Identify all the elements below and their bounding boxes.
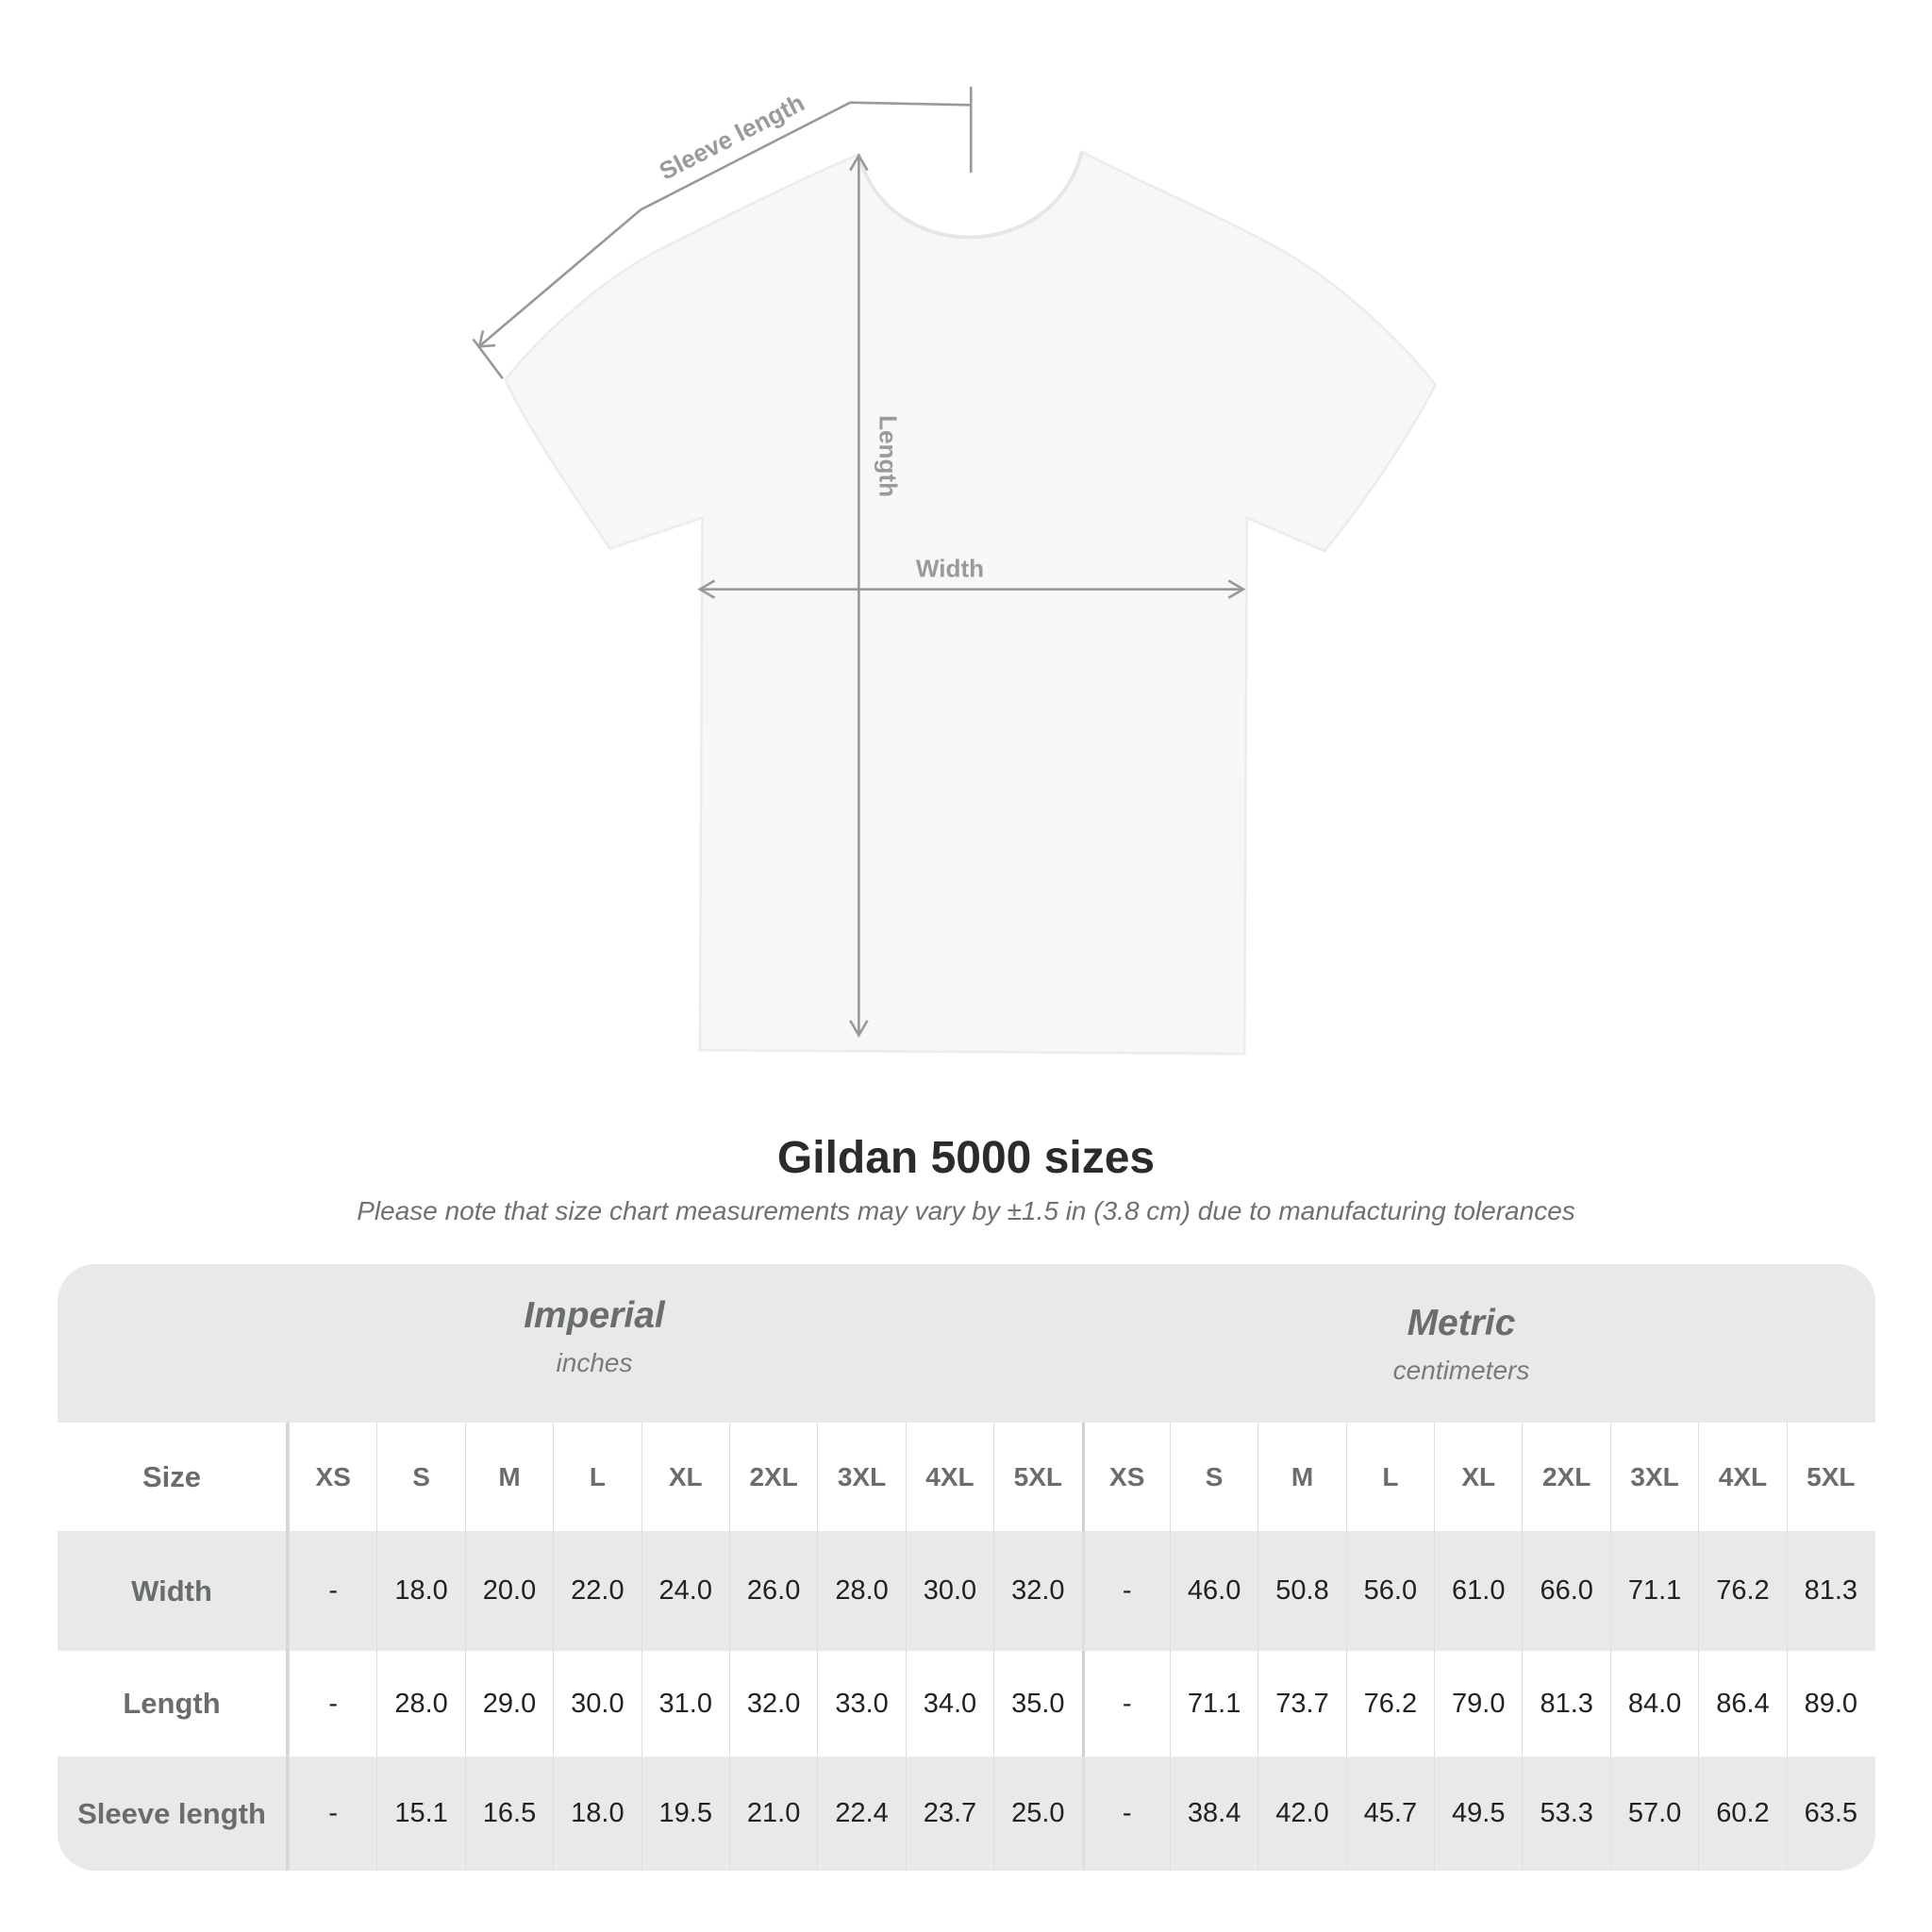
cell-metric: 66.0 [1522, 1531, 1609, 1651]
size-header-metric-xs: XS [1081, 1423, 1170, 1531]
cell-metric: 50.8 [1257, 1531, 1345, 1651]
cell-metric: - [1081, 1531, 1170, 1651]
cell-metric: 71.1 [1169, 1651, 1257, 1757]
width-label: Width [916, 555, 984, 583]
cell-metric: 71.1 [1609, 1531, 1698, 1651]
cell-metric: 79.0 [1434, 1651, 1522, 1757]
imperial-heading: Imperial inches [358, 1295, 830, 1378]
size-table: Imperial inches Metric centimeters Size X… [58, 1264, 1875, 1871]
size-header-metric-s: S [1169, 1423, 1257, 1531]
size-header-metric-m: M [1257, 1423, 1345, 1531]
size-header-imperial-3xl: 3XL [817, 1423, 905, 1531]
cell-imperial: 32.0 [993, 1531, 1081, 1651]
size-header-metric-l: L [1345, 1423, 1434, 1531]
row-label: Length [58, 1651, 289, 1757]
cell-imperial: 28.0 [376, 1651, 464, 1757]
page-title: Gildan 5000 sizes [776, 1133, 1156, 1183]
cell-metric: 81.3 [1786, 1531, 1874, 1651]
cell-metric: 76.2 [1345, 1651, 1434, 1757]
size-header-metric-5xl: 5XL [1786, 1423, 1874, 1531]
size-row: Size XS S M L XL 2XL 3XL 4XL 5XL XS S M L XL 2XL 3XL 4XL 5… [58, 1423, 1875, 1531]
sleeve-measure [472, 86, 973, 380]
cell-imperial: 19.5 [641, 1757, 729, 1871]
size-header-imperial-s: S [376, 1423, 464, 1531]
cell-imperial: 29.0 [464, 1651, 553, 1757]
cell-metric: 56.0 [1345, 1531, 1434, 1651]
cell-imperial: 20.0 [464, 1531, 553, 1651]
imperial-unit: inches [556, 1348, 633, 1377]
cell-imperial: 21.0 [728, 1757, 817, 1871]
tshirt-shape [503, 150, 1438, 1056]
cell-imperial: 35.0 [993, 1651, 1081, 1757]
cell-metric: 73.7 [1257, 1651, 1345, 1757]
cell-metric: - [1081, 1757, 1170, 1871]
size-header-imperial-2xl: 2XL [728, 1423, 817, 1531]
size-header-metric-2xl: 2XL [1522, 1423, 1609, 1531]
cell-metric: 60.2 [1698, 1757, 1786, 1871]
cell-metric: 89.0 [1786, 1651, 1874, 1757]
cell-imperial: 24.0 [641, 1531, 729, 1651]
size-header-metric-3xl: 3XL [1609, 1423, 1698, 1531]
cell-metric: 53.3 [1522, 1757, 1609, 1871]
cell-imperial: 22.0 [553, 1531, 641, 1651]
length-label: Length [874, 415, 903, 497]
size-header-imperial-5xl: 5XL [993, 1423, 1081, 1531]
cell-imperial: 18.0 [553, 1757, 641, 1871]
cell-imperial: 23.7 [905, 1757, 993, 1871]
size-label: Size [58, 1423, 289, 1531]
table-row-sleeve-length: Sleeve length -15.1 16.5 18.0 19.5 21.0 22.4 23… [58, 1757, 1875, 1871]
metric-title: Metric [1407, 1303, 1516, 1343]
cell-imperial: 30.0 [905, 1531, 993, 1651]
cell-metric: 86.4 [1698, 1651, 1786, 1757]
table-row-length: Length -28.0 29.0 30.0 31.0 32.0 33.0 34.0 35.0-… [58, 1651, 1875, 1757]
cell-imperial: - [289, 1531, 376, 1651]
size-header-imperial-xl: XL [641, 1423, 729, 1531]
cell-imperial: 15.1 [376, 1757, 464, 1871]
cell-imperial: 18.0 [376, 1531, 464, 1651]
cell-imperial: 30.0 [553, 1651, 641, 1757]
cell-imperial: 28.0 [817, 1531, 905, 1651]
cell-metric: 76.2 [1698, 1531, 1786, 1651]
cell-imperial: 33.0 [817, 1651, 905, 1757]
cell-imperial: 32.0 [728, 1651, 817, 1757]
cell-metric: 61.0 [1434, 1531, 1522, 1651]
cell-imperial: - [289, 1651, 376, 1757]
cell-imperial: 31.0 [641, 1651, 729, 1757]
cell-metric: 46.0 [1169, 1531, 1257, 1651]
cell-imperial: 16.5 [464, 1757, 553, 1871]
size-header-imperial-m: M [464, 1423, 553, 1531]
cell-imperial: - [289, 1757, 376, 1871]
size-header-imperial-4xl: 4XL [905, 1423, 993, 1531]
cell-metric: - [1081, 1651, 1170, 1757]
cell-metric: 81.3 [1522, 1651, 1609, 1757]
cell-metric: 84.0 [1609, 1651, 1698, 1757]
table-row-width: Width -18.0 20.0 22.0 24.0 26.0 28.0 30.0 32.0-4… [58, 1531, 1875, 1651]
metric-heading: Metric centimeters [1225, 1303, 1697, 1386]
cell-metric: 57.0 [1609, 1757, 1698, 1871]
cell-metric: 63.5 [1786, 1757, 1874, 1871]
cell-metric: 49.5 [1434, 1757, 1522, 1871]
size-header-metric-xl: XL [1434, 1423, 1522, 1531]
cell-metric: 42.0 [1257, 1757, 1345, 1871]
cell-imperial: 26.0 [728, 1531, 817, 1651]
cell-imperial: 25.0 [993, 1757, 1081, 1871]
cell-imperial: 34.0 [905, 1651, 993, 1757]
row-label: Sleeve length [58, 1757, 289, 1871]
tolerance-note: Please note that size chart measurements… [357, 1196, 1575, 1225]
row-label: Width [58, 1531, 289, 1651]
table-header: Imperial inches Metric centimeters [58, 1264, 1875, 1423]
cell-imperial: 22.4 [817, 1757, 905, 1871]
imperial-title: Imperial [524, 1295, 665, 1336]
width-measure [697, 579, 1246, 599]
cell-metric: 45.7 [1345, 1757, 1434, 1871]
size-header-metric-4xl: 4XL [1698, 1423, 1786, 1531]
size-header-imperial-xs: XS [289, 1423, 376, 1531]
cell-metric: 38.4 [1169, 1757, 1257, 1871]
metric-unit: centimeters [1392, 1356, 1530, 1385]
size-header-imperial-l: L [553, 1423, 641, 1531]
tshirt-diagram: Width Length Sleeve length [472, 86, 1438, 1056]
length-measure [849, 153, 869, 1039]
